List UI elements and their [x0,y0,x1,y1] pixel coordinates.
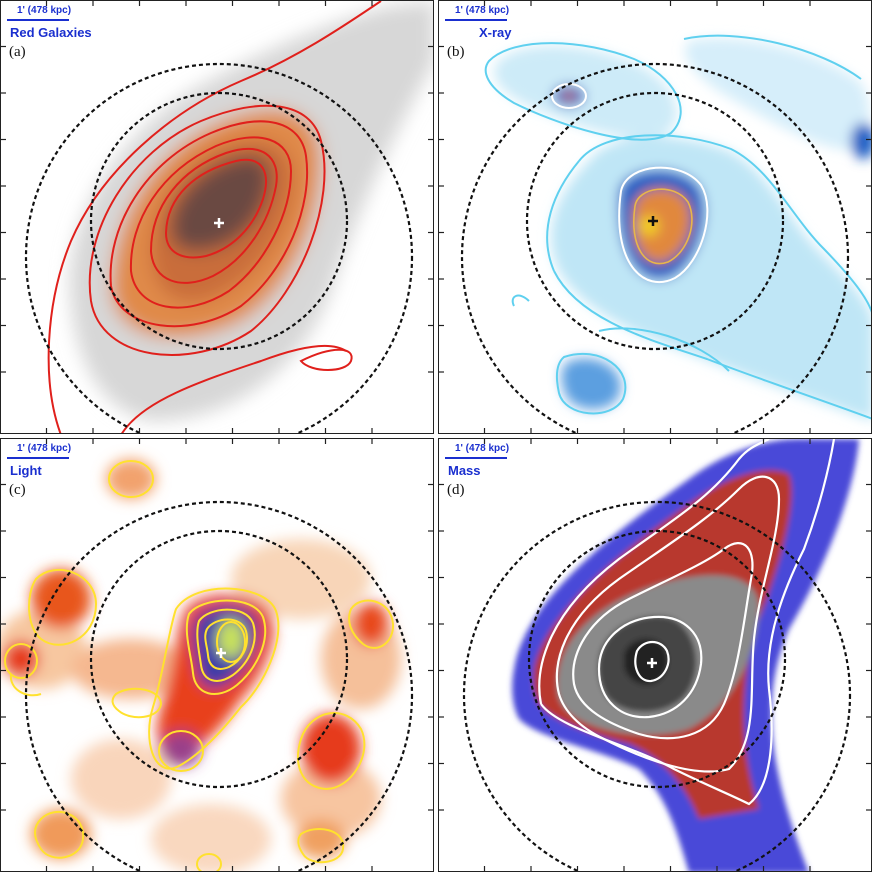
outer-radius-circle [24,62,414,433]
mass-map [462,439,859,871]
plus-marker-icon [648,216,658,226]
red-galaxy-contours [47,1,382,433]
panel-mass: 1' (478 kpc) Mass (d) [438,438,872,872]
inner-radius-circle [89,91,349,351]
scale-bar [7,457,69,459]
light-contours [4,460,395,871]
scale-bar [7,19,69,21]
x-ray-emission-map [460,34,871,433]
panel-title: Light [10,463,42,478]
outer-radius-circle [24,500,414,871]
red-galaxy-density-map [24,1,433,433]
panel-x-ray: 1' (478 kpc) X-ray (b) [438,0,872,434]
panel-letter: (c) [9,482,26,498]
panel-title: Mass [448,463,481,478]
mass-contours [538,439,836,806]
panel-title: Red Galaxies [10,25,92,40]
luminosity-map [1,459,414,871]
panel-title: X-ray [479,25,512,40]
plus-marker-icon [647,658,657,668]
plus-marker-icon [216,648,226,658]
panel-red-galaxies: 1' (478 kpc) Red Galaxies (a) [0,0,434,434]
panel-letter: (b) [447,44,465,60]
outer-radius-circle [462,500,852,871]
scale-label: 1' (478 kpc) [16,443,72,454]
plus-marker-icon [214,218,224,228]
inner-radius-circle [89,529,349,789]
outer-radius-circle [460,62,850,433]
panel-letter: (d) [447,482,465,498]
scale-label: 1' (478 kpc) [454,5,510,16]
scale-bar [445,19,507,21]
scale-label: 1' (478 kpc) [454,443,510,454]
x-ray-contours [484,34,871,420]
scale-bar [445,457,507,459]
panel-light: 1' (478 kpc) Light (c) [0,438,434,872]
panel-letter: (a) [9,44,26,60]
inner-radius-circle [525,91,785,351]
inner-radius-circle [527,529,787,789]
scale-label: 1' (478 kpc) [16,5,72,16]
